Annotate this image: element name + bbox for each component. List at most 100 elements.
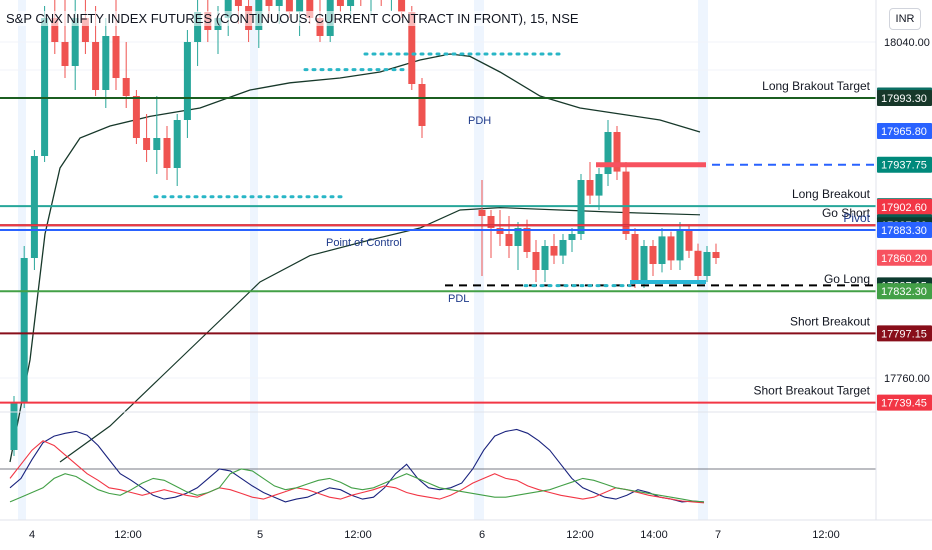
pdl-label: PDL [448, 293, 469, 305]
time-tick-label: 12:00 [344, 529, 372, 541]
session-band [698, 0, 708, 520]
price-tick-label: 17760.00 [884, 373, 930, 385]
osc-series [9, 468, 705, 503]
moving-average-line [9, 53, 701, 463]
time-tick-label: 14:00 [640, 529, 668, 541]
candle-down [265, 0, 273, 6]
time-tick-label: 12:00 [566, 529, 594, 541]
price-label-box [877, 325, 932, 342]
level-label: Go Long [824, 272, 870, 286]
candle-down [122, 78, 130, 96]
candle-down [685, 229, 693, 251]
candle-down [408, 12, 416, 84]
price-label: 17902.60 [881, 202, 927, 214]
candle-down [112, 36, 120, 78]
candle-down [523, 228, 531, 252]
price-label-box [877, 123, 932, 140]
osc-series [9, 440, 705, 504]
price-label: 17739.45 [881, 398, 927, 410]
candle-up [514, 228, 522, 246]
level-label: Short Breakout [790, 314, 871, 328]
level-label: Short Breakout Target [753, 384, 870, 398]
oscillator-pane: 100.0050.000.00 [0, 411, 932, 523]
candle-down [550, 246, 558, 256]
price-label: 17993.30 [881, 93, 927, 105]
candle-up [183, 42, 191, 120]
candle-down [143, 138, 151, 150]
vwap-line [59, 206, 701, 463]
candle-down [586, 180, 594, 196]
candle-up [20, 258, 28, 402]
candle-up [296, 0, 304, 12]
candle-down [505, 234, 513, 246]
candle-down [234, 0, 242, 6]
candle-up [10, 402, 18, 450]
candle-up [275, 0, 283, 6]
price-label: 17797.15 [881, 328, 927, 340]
candle-down [398, 0, 406, 12]
time-tick-label: 4 [29, 529, 35, 541]
currency-button[interactable]: INR [889, 8, 921, 30]
price-axis-bg [876, 0, 932, 550]
price-label-box [877, 90, 932, 107]
candle-down [478, 210, 486, 216]
candle-down [81, 18, 89, 42]
chart-background [0, 0, 876, 520]
price-label-box [877, 156, 932, 173]
candle-down [622, 171, 630, 234]
candle-up [541, 246, 549, 270]
candle-down [92, 42, 100, 90]
chart-title: S&P CNX NIFTY INDEX FUTURES (CONTINUOUS:… [6, 11, 579, 26]
candle-down [418, 84, 426, 126]
time-tick-label: 5 [257, 529, 263, 541]
price-tick-label: 18040.00 [884, 37, 930, 49]
ma-line [9, 53, 701, 463]
level-lines: Long Brakout Target Long Breakout Go Short… [0, 52, 876, 404]
candle-down [712, 252, 720, 258]
candle-down [649, 246, 657, 264]
time-tick-label: 6 [479, 529, 485, 541]
candle-down [132, 96, 140, 138]
candle-up [595, 174, 603, 196]
candle-down [306, 0, 314, 18]
candle-down [694, 250, 702, 276]
candle-up [604, 132, 612, 174]
price-label-box [877, 283, 932, 300]
price-label: 17883.30 [881, 225, 927, 237]
candle-down [51, 18, 59, 42]
annotations: PDH PDL Point of Control [326, 115, 491, 305]
candle-up [640, 246, 648, 282]
time-tick-label: 12:00 [114, 529, 142, 541]
session-band [250, 0, 258, 520]
candle-up [559, 240, 567, 256]
candle-up [658, 236, 666, 264]
candle-up [71, 18, 79, 66]
price-label: 17832.30 [881, 286, 927, 298]
price-label-box [877, 394, 932, 411]
candle-down [336, 0, 344, 6]
time-tick-label: 7 [715, 529, 721, 541]
level-label: Go Short [822, 206, 871, 220]
candle-down [613, 132, 621, 172]
price-label-box [877, 222, 932, 239]
candle-up [224, 0, 232, 18]
candle-up [568, 234, 576, 240]
candle-up [173, 120, 181, 168]
candle-down [285, 0, 293, 12]
candle-down [631, 234, 639, 282]
candle-up [347, 0, 355, 6]
time-tick-label: 12:00 [812, 529, 840, 541]
session-band [474, 0, 484, 520]
candle-up [676, 229, 684, 261]
candle-down [61, 42, 69, 66]
candle-up [41, 18, 49, 156]
candle-down [163, 138, 171, 168]
candle-up [194, 12, 202, 42]
poc-label: Point of Control [326, 237, 402, 249]
candle-down [532, 252, 540, 270]
level-label: Long Breakout [792, 187, 871, 201]
price-label-box [877, 249, 932, 266]
price-label-box [877, 198, 932, 215]
